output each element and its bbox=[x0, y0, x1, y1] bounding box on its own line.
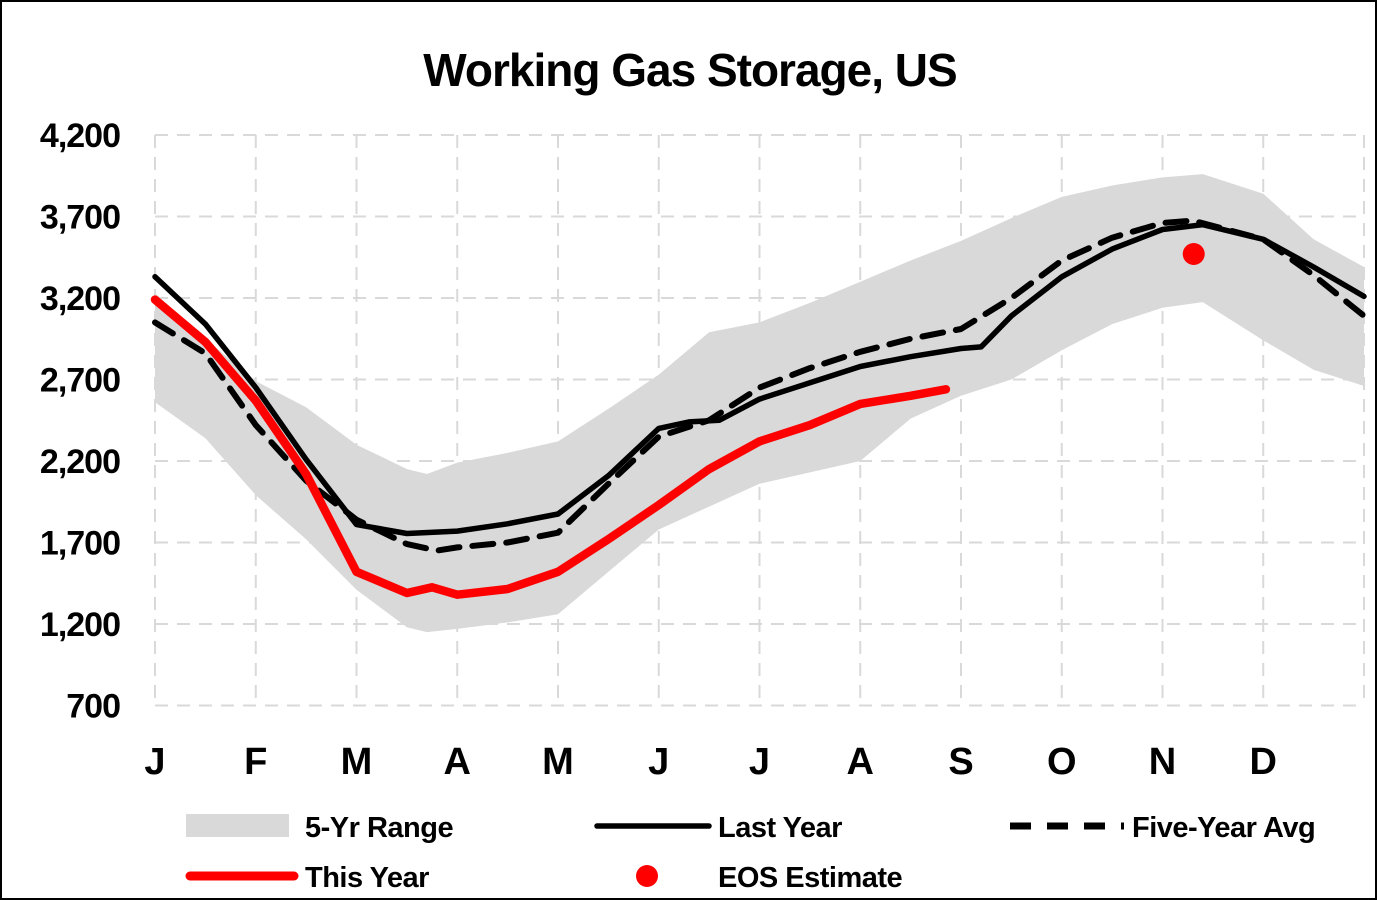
legend-item-5yr-range: 5-Yr Range bbox=[186, 812, 454, 844]
legend-label-5yr-range: 5-Yr Range bbox=[305, 812, 453, 844]
x-axis-month-label: M bbox=[542, 741, 574, 783]
y-axis-tick-label: 2,700 bbox=[40, 362, 120, 400]
y-axis-tick-label: 3,200 bbox=[40, 280, 120, 318]
this-year-line bbox=[150, 295, 951, 599]
legend-item-five-year-avg: Five-Year Avg bbox=[1010, 812, 1316, 844]
legend-label-this-year: This Year bbox=[305, 862, 429, 894]
legend-item-this-year: This Year bbox=[185, 862, 430, 894]
x-axis-month-label: J bbox=[144, 741, 165, 783]
legend-label-five-year-avg: Five-Year Avg bbox=[1132, 812, 1315, 844]
x-axis-month-label: J bbox=[749, 741, 770, 783]
y-axis-tick-label: 3,700 bbox=[40, 199, 120, 237]
x-axis-month-label: S bbox=[948, 741, 973, 783]
five-year-avg-line bbox=[152, 217, 1367, 554]
legend-item-last-year: Last Year bbox=[594, 812, 843, 844]
x-axis-month-label: N bbox=[1149, 741, 1176, 783]
eos-estimate-point bbox=[1182, 242, 1205, 265]
x-axis-month-label: M bbox=[341, 741, 373, 783]
x-axis-month-label: D bbox=[1250, 741, 1277, 783]
x-axis-month-label: O bbox=[1047, 741, 1077, 783]
x-axis-month-label: A bbox=[444, 741, 471, 783]
eos-estimate-dot-icon bbox=[636, 865, 658, 887]
x-axis-month-label: F bbox=[244, 741, 267, 783]
legend-item-eos-estimate: EOS Estimate bbox=[636, 862, 903, 894]
legend: 5-Yr Range Last Year Five-Year Avg This … bbox=[185, 812, 1316, 894]
chart-title: Working Gas Storage, US bbox=[423, 44, 956, 96]
legend-label-last-year: Last Year bbox=[718, 812, 842, 844]
axis-labels: 4,200 3,700 3,200 2,700 2,200 1,700 1,200 700 J F… bbox=[40, 117, 1277, 783]
x-axis-month-label: J bbox=[648, 741, 669, 783]
plot-series bbox=[150, 174, 1367, 633]
y-axis-tick-label: 700 bbox=[66, 688, 120, 726]
x-axis-month-label: A bbox=[847, 741, 874, 783]
y-axis-tick-label: 1,700 bbox=[40, 525, 120, 563]
five-year-range-band bbox=[155, 174, 1364, 633]
legend-label-eos-estimate: EOS Estimate bbox=[718, 862, 903, 894]
y-axis-tick-label: 1,200 bbox=[40, 606, 120, 644]
y-axis-tick-label: 4,200 bbox=[40, 117, 120, 155]
five-year-range-swatch-icon bbox=[186, 814, 289, 837]
y-axis-tick-label: 2,200 bbox=[40, 443, 120, 481]
